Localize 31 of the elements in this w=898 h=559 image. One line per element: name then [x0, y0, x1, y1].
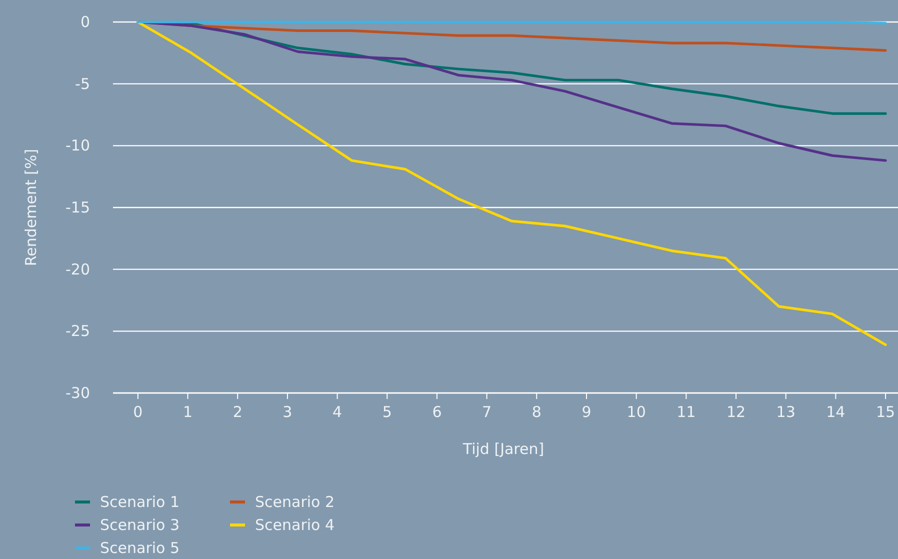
x-tick-label: 13: [776, 403, 796, 421]
y-tick-label: -5: [75, 74, 90, 93]
y-tick-label: -10: [66, 136, 90, 155]
x-tick-label: 2: [232, 403, 242, 421]
x-axis-title: Tijd [Jaren]: [462, 440, 544, 458]
x-tick-label: 8: [532, 403, 542, 421]
x-tick-label: 7: [482, 403, 492, 421]
legend-label: Scenario 1: [100, 493, 180, 511]
y-axis-title: Rendement [%]: [22, 148, 40, 266]
x-tick-label: 4: [332, 403, 342, 421]
x-tick-label: 15: [876, 403, 896, 421]
y-tick-label: 0: [80, 13, 90, 31]
x-tick-label: 3: [282, 403, 292, 421]
y-tick-label: -15: [66, 198, 90, 216]
legend-label: Scenario 2: [255, 493, 335, 511]
x-tick-label: 14: [826, 403, 846, 421]
y-tick-label: -30: [66, 384, 90, 402]
legend-label: Scenario 5: [100, 539, 180, 557]
line-series: [136, 20, 887, 346]
y-tick-label: -25: [66, 322, 90, 340]
x-tick-label: 5: [382, 403, 392, 421]
legend-label: Scenario 3: [100, 516, 180, 534]
legend-label: Scenario 4: [255, 516, 335, 534]
x-tick-label: 0: [133, 403, 143, 421]
y-tick-label: -20: [66, 260, 90, 278]
x-tick-label: 12: [726, 403, 746, 421]
x-tick-label: 11: [676, 403, 696, 421]
x-tick-label: 1: [182, 403, 193, 421]
x-tick-label: 6: [432, 403, 442, 421]
x-tick-label: 9: [582, 403, 592, 421]
x-tick-label: 10: [626, 403, 646, 421]
